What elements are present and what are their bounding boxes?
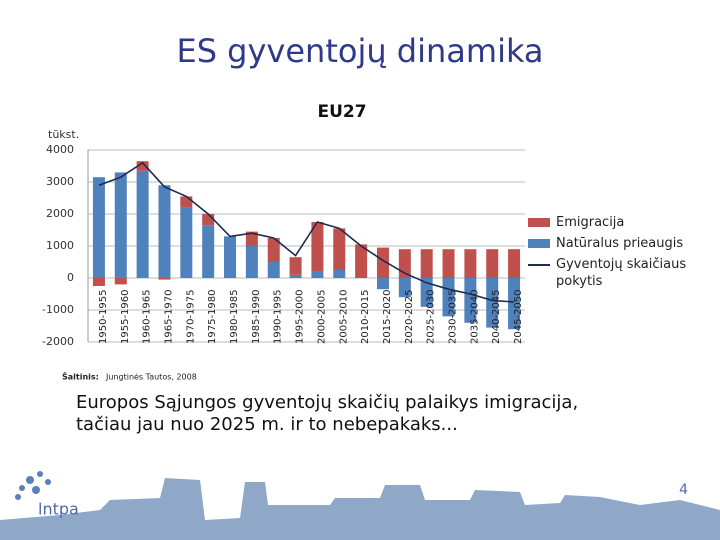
bar-segment bbox=[486, 249, 499, 278]
x-tick-label: 1980-1985 bbox=[229, 289, 240, 344]
bar-segment bbox=[355, 244, 368, 278]
skyline bbox=[0, 478, 720, 540]
bar-segment bbox=[464, 249, 477, 278]
body-text: Europos Sąjungos gyventojų skaičių palai… bbox=[76, 392, 579, 435]
bar-segment bbox=[376, 278, 389, 290]
x-tick-label: 1955-1960 bbox=[120, 289, 131, 344]
legend: Emigracija Natūralus prieaugis Gyventojų s… bbox=[528, 214, 708, 294]
logo-text: lntpa bbox=[38, 500, 79, 519]
x-tick-label: 1985-1990 bbox=[251, 289, 262, 344]
bar-segment bbox=[114, 278, 127, 285]
y-tick-label: 3000 bbox=[46, 175, 74, 188]
x-tick-label: 1990-1995 bbox=[273, 289, 284, 344]
bar-segment bbox=[508, 278, 521, 330]
line bbox=[98, 161, 515, 303]
bar-segment bbox=[398, 278, 411, 298]
bar-segment bbox=[311, 222, 324, 272]
bar-segment bbox=[267, 262, 280, 278]
x-tick-label: 2015-2020 bbox=[382, 289, 393, 344]
bar-segment bbox=[442, 249, 455, 278]
bar-segment bbox=[245, 231, 258, 246]
bar-segment bbox=[333, 270, 346, 278]
bar-segment bbox=[92, 278, 105, 286]
legend-label: Gyventojų skaičiaus pokytis bbox=[556, 257, 687, 289]
bar-segment bbox=[267, 238, 280, 262]
x-tick-label: 2025-2030 bbox=[426, 289, 437, 344]
chart-title: EU27 bbox=[317, 102, 366, 122]
bar-segment bbox=[486, 278, 499, 328]
y-axis-label: tūkst. bbox=[48, 128, 79, 141]
x-tick-label: 2040-2045 bbox=[491, 289, 502, 344]
bar-segment bbox=[136, 170, 149, 278]
x-tick-label: 2000-2005 bbox=[316, 289, 327, 344]
source-label: Šaltinis: bbox=[62, 371, 99, 382]
logo-mark bbox=[15, 471, 51, 500]
x-tick-label: 1995-2000 bbox=[295, 289, 306, 344]
legend-marker bbox=[528, 218, 550, 227]
x-tick-label: 1975-1980 bbox=[207, 289, 218, 344]
legend-marker bbox=[528, 264, 550, 266]
bar-segment bbox=[180, 196, 193, 208]
x-tick-label: 1960-1965 bbox=[142, 289, 153, 344]
bar-segment bbox=[114, 172, 127, 278]
legend-item: Emigracija bbox=[528, 214, 708, 231]
bar-segment bbox=[158, 278, 171, 280]
x-tick-label: 2005-2010 bbox=[338, 289, 349, 344]
y-tick-label: 0 bbox=[67, 271, 74, 284]
bar-segment bbox=[376, 247, 389, 278]
y-tick-label: 4000 bbox=[46, 143, 74, 156]
y-tick-label: 1000 bbox=[46, 239, 74, 252]
legend-marker bbox=[528, 239, 550, 248]
legend-label: Natūralus prieaugis bbox=[556, 236, 684, 251]
x-tick-label: 2010-2015 bbox=[360, 289, 371, 344]
x-tick-label: 2020-2025 bbox=[404, 289, 415, 344]
y-tick-label: -2000 bbox=[42, 335, 74, 348]
x-tick-label: 1950-1955 bbox=[98, 289, 109, 344]
bar-segment bbox=[136, 161, 149, 171]
page-number: 4 bbox=[679, 482, 688, 498]
bar-segment bbox=[333, 228, 346, 270]
slide-title: ES gyventojų dinamika bbox=[176, 32, 543, 70]
bar-segment bbox=[464, 278, 477, 323]
bar-segment bbox=[202, 214, 215, 226]
bar-segment bbox=[224, 236, 237, 278]
source: Jungtinės Tautos, 2008 bbox=[105, 373, 197, 382]
bar-segment bbox=[180, 207, 193, 278]
bar-segment bbox=[289, 257, 302, 275]
bar-segment bbox=[92, 177, 105, 278]
bar-segment bbox=[158, 185, 171, 278]
bar-segment bbox=[420, 249, 433, 278]
legend-label: Emigracija bbox=[556, 215, 625, 230]
x-tick-label: 2045-2050 bbox=[513, 289, 524, 344]
bar-segment bbox=[245, 246, 258, 278]
x-tick-label: 1965-1970 bbox=[163, 289, 174, 344]
bar-segment bbox=[289, 274, 302, 278]
y-tick-label: -1000 bbox=[42, 303, 74, 316]
x-tick-label: 2035-2040 bbox=[469, 289, 480, 344]
bar-segment bbox=[508, 249, 521, 278]
legend-item: Gyventojų skaičiaus pokytis bbox=[528, 256, 708, 290]
x-tick-label: 1970-1975 bbox=[185, 289, 196, 344]
legend-item: Natūralus prieaugis bbox=[528, 235, 708, 252]
bar-segment bbox=[311, 271, 324, 278]
bar-segment bbox=[420, 278, 433, 307]
bar-segment bbox=[202, 225, 215, 278]
y-tick-label: 2000 bbox=[46, 207, 74, 220]
x-tick-label: 2030-2035 bbox=[448, 289, 459, 344]
